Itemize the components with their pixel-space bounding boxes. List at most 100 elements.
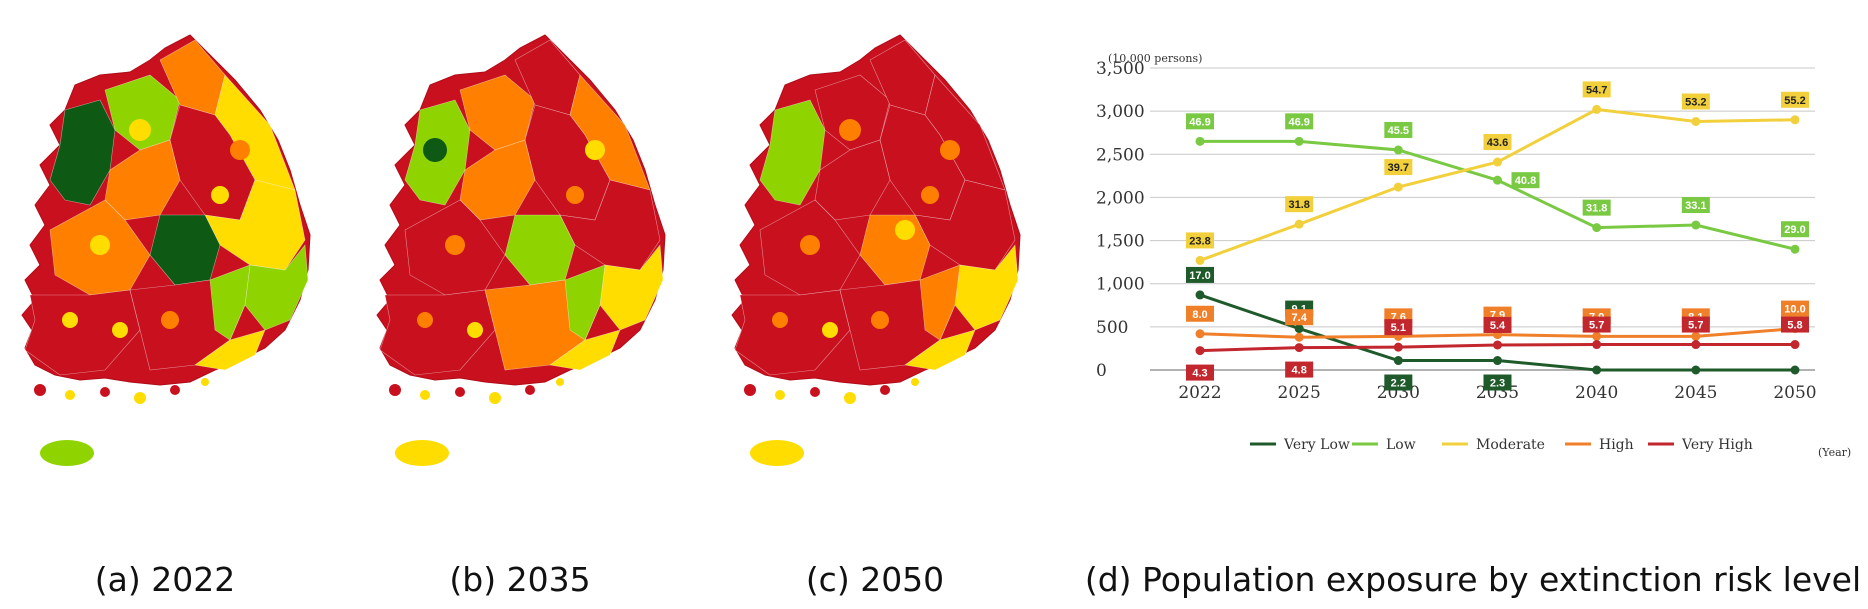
map-region — [194, 329, 266, 371]
data-point — [1195, 329, 1205, 339]
data-point — [1493, 157, 1502, 167]
data-point — [1393, 182, 1403, 192]
map-district — [772, 312, 788, 328]
svg-text:33.1: 33.1 — [1685, 200, 1706, 212]
map-district — [839, 119, 861, 141]
svg-text:5.1: 5.1 — [1391, 322, 1406, 334]
svg-text:54.7: 54.7 — [1586, 84, 1607, 96]
data-point — [1493, 175, 1502, 185]
jeju-island — [750, 440, 804, 466]
legend-item-very-low[interactable]: Very Low — [1250, 437, 1350, 453]
island — [556, 378, 564, 386]
chart-data-labels: 17.09.12.22.346.946.945.540.831.833.129.… — [1186, 81, 1809, 391]
svg-text:5.7: 5.7 — [1688, 320, 1703, 332]
legend-item-very-high[interactable]: Very High — [1648, 437, 1753, 453]
y-tick-label: 3,000 — [1096, 102, 1145, 122]
caption-a: (a) 2022 — [94, 560, 236, 599]
svg-text:31.8: 31.8 — [1288, 199, 1309, 211]
map-region — [734, 289, 851, 376]
svg-text:39.7: 39.7 — [1388, 162, 1409, 174]
data-point — [1393, 145, 1403, 155]
svg-text:4.3: 4.3 — [1192, 368, 1207, 380]
svg-text:8.0: 8.0 — [1192, 309, 1207, 321]
map-district — [129, 119, 151, 141]
x-tick-label: 2022 — [1178, 383, 1221, 403]
data-label: 17.0 — [1186, 266, 1214, 283]
map-district — [871, 311, 889, 329]
map-district — [921, 186, 939, 204]
data-point — [1691, 116, 1701, 126]
data-point — [1294, 219, 1304, 229]
map-2022 — [10, 10, 340, 530]
island — [810, 387, 820, 397]
map-district — [895, 220, 915, 240]
series-line-moderate — [1199, 107, 1796, 262]
svg-text:40.8: 40.8 — [1515, 175, 1536, 187]
svg-text:46.9: 46.9 — [1189, 116, 1210, 128]
map-2050 — [720, 10, 1050, 530]
caption-b: (b) 2035 — [449, 560, 591, 599]
map-district — [417, 312, 433, 328]
data-label: 45.5 — [1384, 121, 1413, 138]
y-tick-label: 500 — [1096, 318, 1128, 338]
map-district — [516, 311, 534, 329]
svg-text:23.8: 23.8 — [1189, 235, 1210, 247]
map-district — [778, 138, 802, 162]
jeju-island — [40, 440, 94, 466]
legend-item-moderate[interactable]: Moderate — [1442, 437, 1545, 453]
island — [389, 384, 401, 396]
y-axis-ticks: 0 500 1,000 1,500 2,000 2,500 3,000 3,500 — [1096, 59, 1145, 381]
data-label: 5.7 — [1582, 316, 1611, 333]
data-label: 39.7 — [1384, 159, 1413, 176]
data-label: 5.4 — [1483, 316, 1512, 333]
island — [525, 385, 535, 395]
data-point — [1691, 331, 1701, 341]
map-district — [423, 138, 447, 162]
choropleth-map-2035 — [376, 34, 666, 466]
data-point — [1691, 340, 1701, 350]
data-point — [1393, 342, 1403, 352]
map-region — [919, 264, 961, 341]
svg-text:29.0: 29.0 — [1784, 224, 1805, 236]
map-region — [379, 289, 496, 376]
x-tick-label: 2040 — [1575, 383, 1618, 403]
map-district — [566, 186, 584, 204]
map-district — [185, 220, 205, 240]
data-point — [1493, 340, 1502, 350]
chart-legend[interactable]: Very Low Low Moderate High Very High — [1250, 437, 1753, 453]
x-axis-unit: (Year) — [1818, 446, 1851, 459]
legend-item-low[interactable]: Low — [1352, 437, 1416, 453]
data-point — [1592, 340, 1602, 350]
map-region — [559, 179, 661, 271]
island — [170, 385, 180, 395]
map-district — [261, 281, 279, 299]
island — [489, 392, 501, 404]
svg-text:5.8: 5.8 — [1787, 320, 1802, 332]
data-point — [1790, 340, 1800, 350]
data-point — [1592, 365, 1602, 375]
map-district — [68, 138, 92, 162]
data-point — [1493, 356, 1502, 366]
data-label: 5.1 — [1384, 319, 1413, 336]
map-region — [549, 329, 621, 371]
choropleth-map-2050 — [731, 34, 1021, 466]
map-district — [616, 281, 634, 299]
island — [420, 390, 430, 400]
data-point — [1691, 220, 1701, 230]
svg-text:10.0: 10.0 — [1784, 304, 1805, 316]
island — [34, 384, 46, 396]
chart-grid — [1150, 67, 1815, 371]
x-tick-label: 2050 — [1773, 383, 1816, 403]
data-point — [1592, 223, 1602, 233]
data-point — [1294, 332, 1304, 342]
data-label: 4.3 — [1186, 364, 1214, 381]
map-district — [484, 119, 506, 141]
map-region — [914, 179, 1016, 271]
data-label: 31.8 — [1285, 196, 1314, 213]
svg-text:31.8: 31.8 — [1586, 203, 1607, 215]
legend-item-high[interactable]: High — [1565, 437, 1634, 453]
svg-text:2.2: 2.2 — [1391, 378, 1406, 390]
map-district — [62, 312, 78, 328]
map-district — [112, 322, 128, 338]
svg-text:Moderate: Moderate — [1476, 437, 1545, 453]
